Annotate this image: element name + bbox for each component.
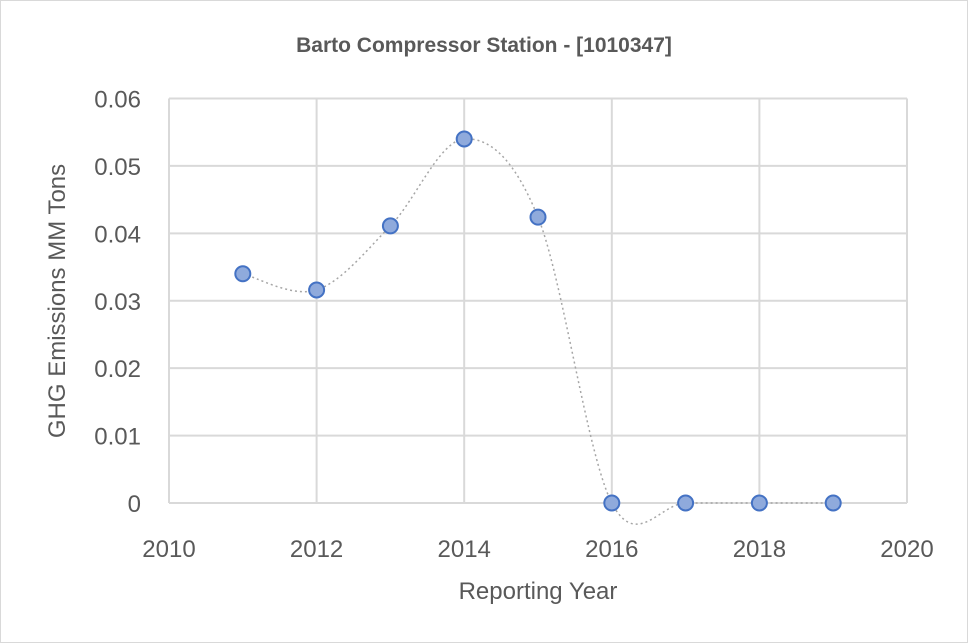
data-point	[824, 494, 842, 512]
y-axis-label: GHG Emissions MM Tons	[44, 164, 71, 438]
y-tick-label: 0.05	[94, 154, 141, 181]
y-tick-label: 0.03	[94, 289, 141, 316]
y-tick-label: 0.02	[94, 356, 141, 383]
y-tick-label: 0	[128, 491, 141, 518]
data-point	[750, 494, 768, 512]
y-tick-label: 0.06	[94, 87, 141, 114]
data-point	[381, 217, 399, 235]
gridlines	[168, 97, 908, 504]
data-points	[234, 130, 842, 512]
data-point	[529, 208, 547, 226]
x-tick-label: 2012	[290, 536, 343, 563]
chart-title: Barto Compressor Station - [1010347]	[296, 34, 672, 57]
x-axis-label: Reporting Year	[459, 578, 618, 605]
data-point	[677, 494, 695, 512]
x-axis-ticks: 2010 2012 2014 2016 2018 2020	[142, 536, 933, 563]
data-point	[234, 265, 252, 283]
data-point	[603, 494, 621, 512]
x-tick-label: 2016	[585, 536, 638, 563]
y-axis-ticks: 0 0.01 0.02 0.03 0.04 0.05 0.06	[94, 87, 141, 519]
x-tick-label: 2018	[733, 536, 786, 563]
x-tick-label: 2014	[438, 536, 491, 563]
x-tick-label: 2010	[142, 536, 195, 563]
data-point	[455, 130, 473, 148]
y-tick-label: 0.04	[94, 221, 141, 248]
x-tick-label: 2020	[880, 536, 933, 563]
series-line	[242, 138, 834, 525]
y-tick-label: 0.01	[94, 424, 141, 451]
data-point	[308, 281, 326, 299]
